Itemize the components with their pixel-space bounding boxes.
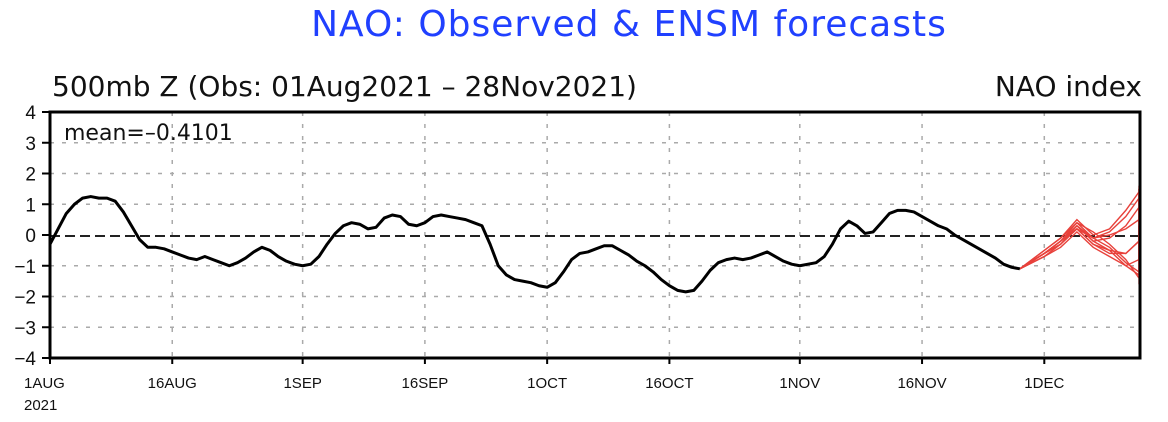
y-tick-label: 3 bbox=[25, 134, 36, 155]
forecast-member-line bbox=[1019, 224, 1140, 277]
y-tick-label: 1 bbox=[25, 195, 36, 216]
x-tick-label: 1SEP bbox=[283, 375, 321, 392]
x-tick-label: 16OCT bbox=[645, 375, 693, 392]
x-tick-label: 1DEC bbox=[1024, 375, 1064, 392]
mean-annotation: mean=–0.4101 bbox=[64, 121, 233, 146]
y-tick-label: −3 bbox=[14, 318, 36, 339]
y-tick-label: 0 bbox=[25, 226, 36, 247]
x-tick-label: 16AUG bbox=[148, 375, 197, 392]
x-tick-label: 16SEP bbox=[402, 375, 449, 392]
x-tick-label: 1OCT bbox=[527, 375, 567, 392]
y-axis: 4 3 2 1 0 −1 −2 −3 −4 bbox=[14, 103, 50, 370]
y-tick-label: 4 bbox=[25, 103, 36, 124]
forecast-member-line bbox=[1019, 230, 1140, 270]
x-tick-label: 1AUG bbox=[24, 375, 65, 392]
index-label: NAO index bbox=[994, 70, 1142, 103]
chart-subtitle: 500mb Z (Obs: 01Aug2021 – 28Nov2021) bbox=[52, 70, 637, 103]
forecast-member-line bbox=[1019, 207, 1140, 285]
x-axis: 1AUG 16AUG 1SEP 16SEP 1OCT 16OCT 1NOV 16NOV 1DEC bbox=[24, 358, 1064, 392]
y-tick-label: −4 bbox=[14, 349, 36, 370]
x-tick-label: 16NOV bbox=[897, 375, 946, 392]
x-tick-label: 1NOV bbox=[779, 375, 820, 392]
y-tick-label: −2 bbox=[14, 288, 36, 309]
y-tick-label: 2 bbox=[25, 165, 36, 186]
y-tick-label: −1 bbox=[14, 257, 36, 278]
chart-title: NAO: Observed & ENSM forecasts bbox=[311, 4, 947, 45]
year-label: 2021 bbox=[24, 397, 57, 414]
observed-series-line bbox=[48, 195, 1021, 294]
